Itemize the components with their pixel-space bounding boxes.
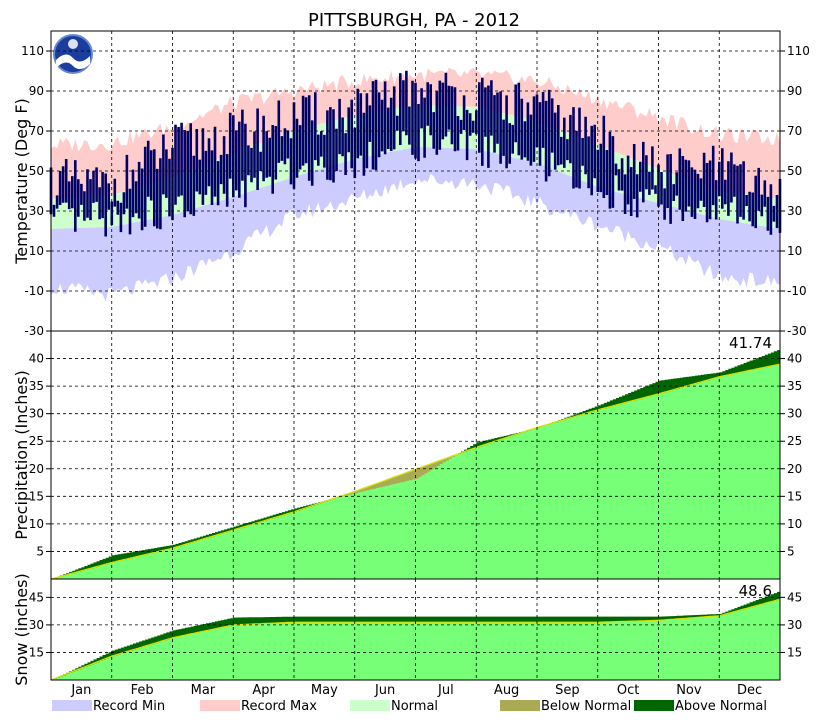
snow-tick-label-left: 30: [29, 618, 44, 632]
month-label-oct: Oct: [617, 683, 639, 698]
record-max-band: [51, 67, 780, 199]
precipitation-tick-label-left: 10: [29, 517, 44, 531]
temperature-tick-label-left: 50: [29, 164, 44, 178]
temperature-tick-label-left: 30: [29, 204, 44, 218]
month-label-jun: Jun: [374, 683, 395, 698]
legend-swatch: [500, 700, 540, 711]
legend-swatch: [634, 700, 674, 711]
snow-tick-label-left: 45: [29, 590, 44, 604]
precipitation-tick-label-right: 10: [787, 517, 802, 531]
legend-label: Record Min: [93, 699, 165, 714]
snow-frame: [50, 578, 781, 681]
panel-frames: -30 -30 -10 -10 10 10 30 30 50 50 70 70 90 90 110 110 Te…: [12, 30, 810, 686]
noaa-logo: [53, 34, 93, 74]
precipitation-tick-label-right: 35: [787, 379, 802, 393]
snow-tick-label-right: 45: [787, 590, 802, 604]
precipitation-tick-label-right: 5: [787, 544, 795, 558]
month-axis: Jan Feb Mar Apr May Jun Jul Aug Sep Oct Nov Dec: [70, 683, 762, 698]
temperature-tick-label-right: 70: [787, 124, 802, 138]
month-label-apr: Apr: [252, 683, 275, 698]
precipitation-tick-label-left: 30: [29, 407, 44, 421]
precipitation-tick-label-right: 20: [787, 462, 802, 476]
snow-total-label: 48.6: [739, 582, 772, 600]
temperature-axis-title: Temperature (Deg F): [12, 98, 31, 265]
precipitation-tick-label-left: 15: [29, 489, 44, 503]
temperature-tick-label-right: 10: [787, 244, 802, 258]
month-label-nov: Nov: [676, 683, 702, 698]
chart-title: PITTSBURGH, PA - 2012: [308, 10, 520, 31]
temperature-tick-label-right: 50: [787, 164, 802, 178]
month-label-sep: Sep: [555, 683, 580, 698]
month-label-mar: Mar: [191, 683, 216, 698]
temperature-tick-label-left: 10: [29, 244, 44, 258]
temperature-tick-label-left: -10: [24, 284, 44, 298]
month-label-feb: Feb: [131, 683, 154, 698]
precipitation-total-label: 41.74: [729, 334, 772, 352]
legend-label: Record Max: [241, 699, 317, 714]
month-label-dec: Dec: [737, 683, 762, 698]
legend: Record Min Record Max Normal Below Normal Ab…: [52, 699, 767, 714]
temperature-tick-label-left: 90: [29, 84, 44, 98]
temperature-tick-label-right: -10: [787, 284, 807, 298]
snow-tick-label-left: 15: [29, 645, 44, 659]
temperature-tick-label-right: 110: [787, 44, 810, 58]
precipitation-tick-label-right: 25: [787, 434, 802, 448]
precipitation-tick-label-left: 35: [29, 379, 44, 393]
precipitation-tick-label-right: 40: [787, 352, 802, 366]
temperature-tick-label-left: 110: [21, 44, 44, 58]
legend-swatch: [200, 700, 240, 711]
precipitation-tick-label-left: 40: [29, 352, 44, 366]
precipitation-tick-label-right: 30: [787, 407, 802, 421]
precipitation-tick-label-left: 25: [29, 434, 44, 448]
precipitation-below-normal: [336, 425, 547, 498]
snow-tick-label-right: 30: [787, 618, 802, 632]
temperature-tick-label-right: 90: [787, 84, 802, 98]
temperature-tick-label-left: 70: [29, 124, 44, 138]
month-label-jul: Jul: [437, 683, 454, 698]
precipitation-axis-title: Precipitation (Inches): [12, 370, 31, 540]
legend-label: Above Normal: [675, 699, 767, 714]
temperature-tick-label-right: -30: [787, 324, 807, 338]
month-label-aug: Aug: [494, 683, 519, 698]
legend-swatch: [350, 700, 390, 711]
legend-swatch: [52, 700, 92, 711]
month-label-jan: Jan: [70, 683, 91, 698]
precipitation-tick-label-left: 5: [36, 544, 44, 558]
legend-label: Normal: [391, 699, 438, 714]
temperature-tick-label-left: -30: [24, 324, 44, 338]
precipitation-tick-label-left: 20: [29, 462, 44, 476]
snow-tick-label-right: 15: [787, 645, 802, 659]
month-label-may: May: [311, 683, 338, 698]
precipitation-tick-label-right: 15: [787, 489, 802, 503]
precipitation-above-normal: [54, 350, 780, 579]
legend-label: Below Normal: [541, 699, 631, 714]
snow-axis-title: Snow (inches): [12, 573, 31, 685]
temperature-tick-label-right: 30: [787, 204, 802, 218]
